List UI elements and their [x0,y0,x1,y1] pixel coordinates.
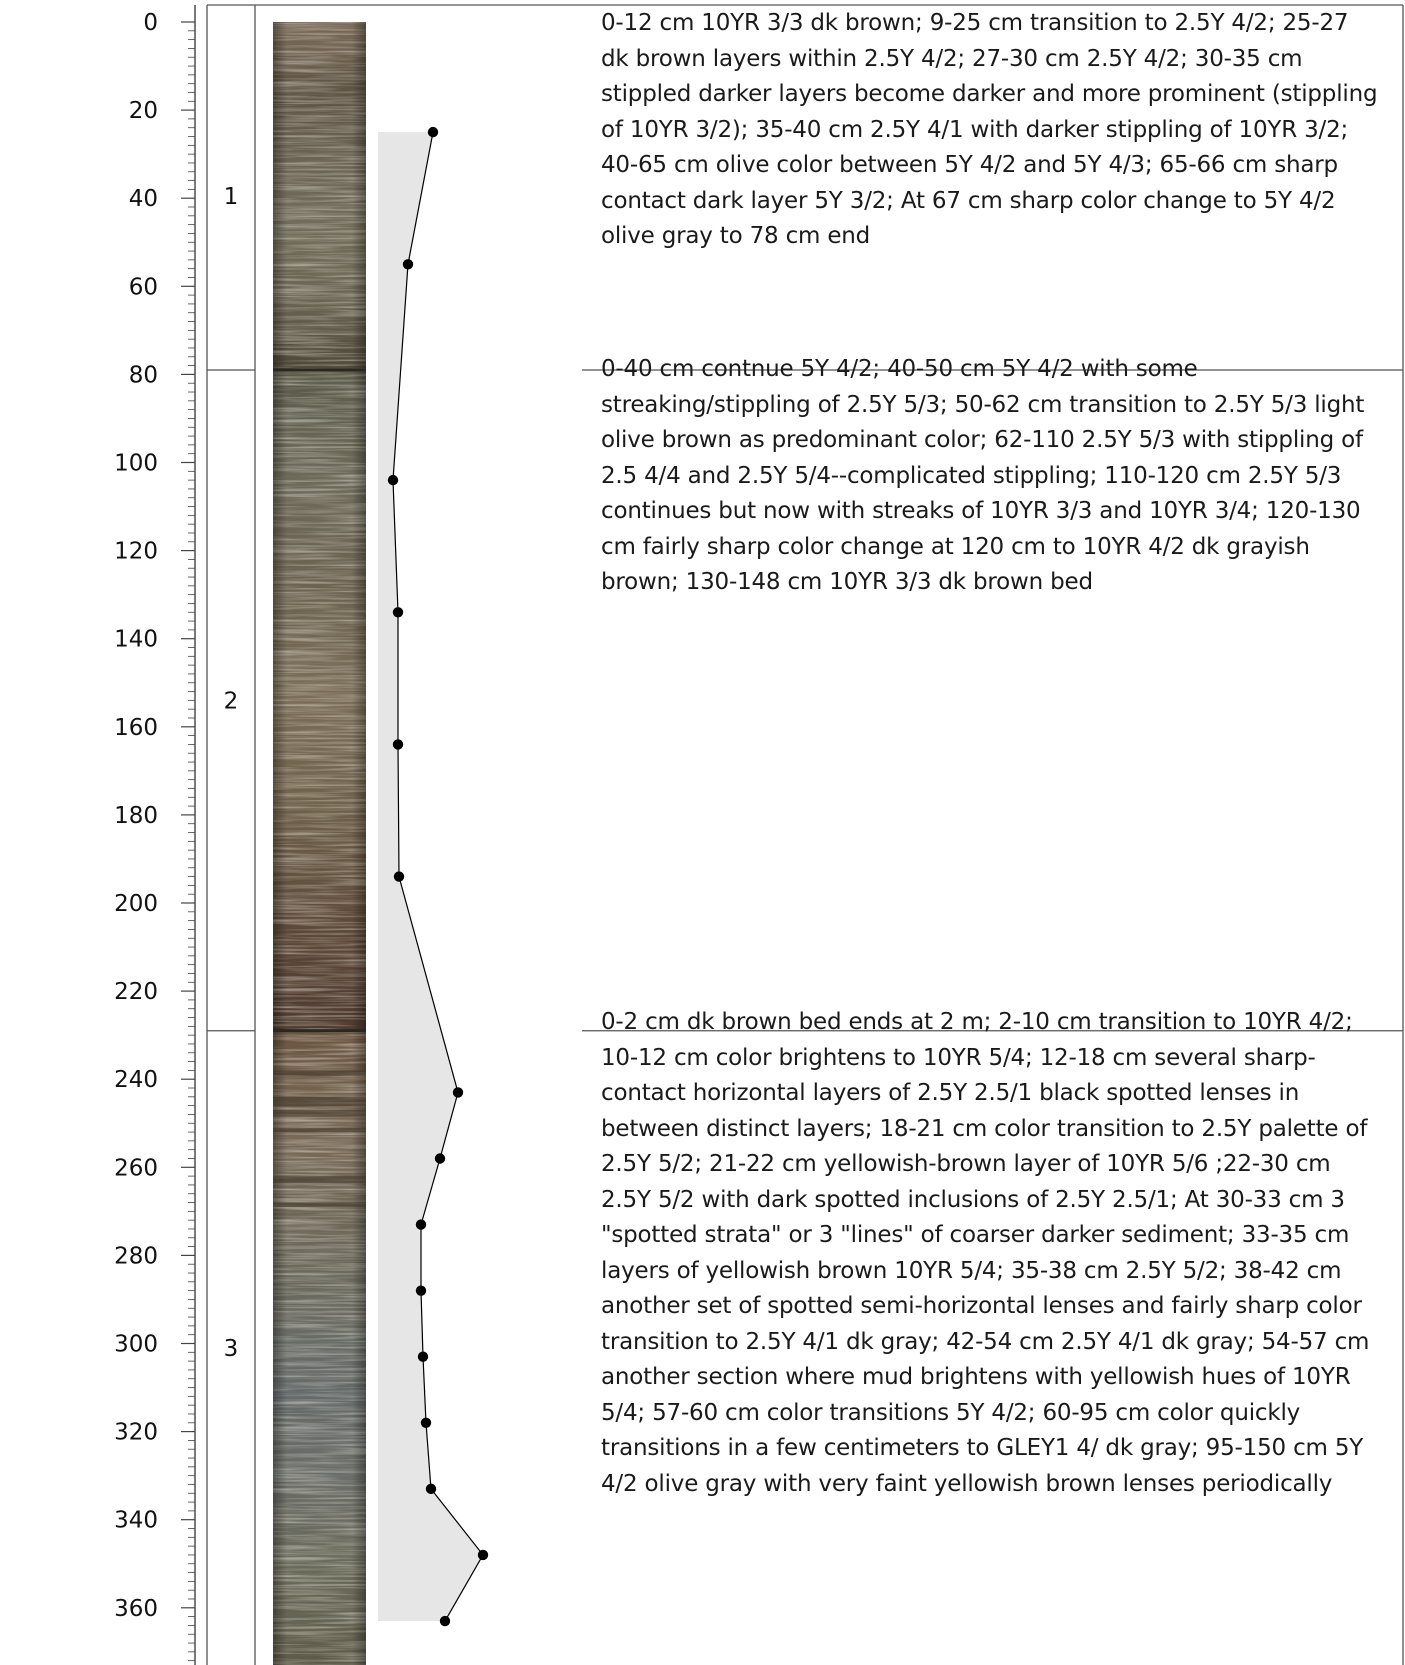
y-tick-label: 40 [129,186,158,212]
section-2-description: 0-40 cm contnue 5Y 4/2; 40-50 cm 5Y 4/2 … [601,356,1365,595]
depth-axis: 0 20 40 60 80 100 120 140 160 180 200 220 240 260 280 3… [114,5,196,1665]
y-tick-label: 120 [114,539,158,565]
section-3-description: 0-2 cm dk brown bed ends at 2 m; 2-10 cm… [601,1009,1370,1497]
section-column: 1 2 3 [206,5,256,1665]
y-tick-label: 180 [114,803,158,829]
profile-point [477,1549,489,1561]
y-tick-label: 100 [114,451,158,477]
core-dark-layer [273,1202,366,1207]
profile-point [402,259,414,270]
profile-point [393,871,405,882]
y-tick-label: 300 [114,1332,158,1358]
profile-point [420,1417,432,1428]
y-tick-label: 80 [129,362,158,388]
chart-frame [207,4,1404,1665]
y-tick-label: 320 [114,1420,158,1446]
core-edge-shade [273,1030,366,1665]
section-label: 3 [224,1336,239,1362]
y-tick-label: 280 [114,1243,158,1269]
y-tick-label: 60 [129,274,158,300]
core-dark-layer [273,1096,366,1107]
y-tick-label: 340 [114,1508,158,1534]
profile-point [415,1219,427,1230]
profile-point [392,607,404,618]
y-tick-label: 20 [129,98,158,124]
core-dark-layer [273,1176,366,1183]
profile-band [378,132,483,1622]
core-edge-shade [273,369,366,1031]
core-dark-layer [273,1127,366,1133]
profile-point [425,1483,437,1495]
section-1-description: 0-12 cm 10YR 3/3 dk brown; 9-25 cm trans… [601,10,1378,249]
profile-point [452,1087,464,1098]
profile-point [387,474,399,486]
y-tick-label: 160 [114,715,158,741]
y-tick-label: 240 [114,1067,158,1093]
y-tick-label: 220 [114,979,158,1005]
core-dark-layer [273,1110,366,1117]
profile-point [415,1285,427,1296]
profile-point [439,1615,451,1627]
profile-point [417,1351,429,1362]
profile-plot [378,126,489,1627]
section-label: 2 [224,688,239,714]
core-photo [273,22,366,1665]
profile-point [434,1153,446,1164]
y-tick-label: 260 [114,1155,158,1181]
profile-point [392,739,404,750]
y-tick-label: 140 [114,627,158,653]
profile-point [427,126,439,138]
y-tick-label: 200 [114,891,158,917]
core-edge-shade [273,22,366,370]
y-tick-label: 0 [143,10,158,36]
core-dark-layer [273,1070,366,1076]
section-label: 1 [224,184,239,210]
y-tick-label: 360 [114,1596,158,1622]
